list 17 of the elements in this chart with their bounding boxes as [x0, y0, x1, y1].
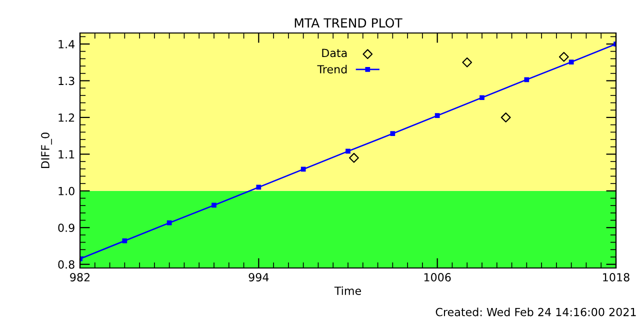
- y-tick-label: 1.3: [58, 76, 74, 86]
- x-tick-label: 994: [248, 273, 269, 282]
- chart-title: MTA TREND PLOT: [294, 18, 402, 28]
- y-tick-label: 1.2: [58, 113, 74, 122]
- x-tick-label: 982: [70, 273, 90, 282]
- legend-label: Trend: [317, 64, 347, 74]
- text: Created: Wed Feb 24 14:16:00 2021: [436, 308, 636, 316]
- y-axis-title: DIFF_0: [41, 132, 52, 168]
- y-tick-label: 1.4: [58, 40, 75, 48]
- x-axis-title: Time: [334, 286, 361, 295]
- x-tick-label: 1018: [603, 273, 630, 282]
- y-tick-label: 0.9: [58, 224, 74, 232]
- y-tick-label: 1.0: [58, 186, 74, 196]
- y-tick-label: 1.1: [58, 150, 74, 158]
- y-tick-label: 0.8: [58, 260, 74, 269]
- x-tick-label: 1006: [424, 273, 451, 282]
- legend-label: Data: [322, 48, 347, 58]
